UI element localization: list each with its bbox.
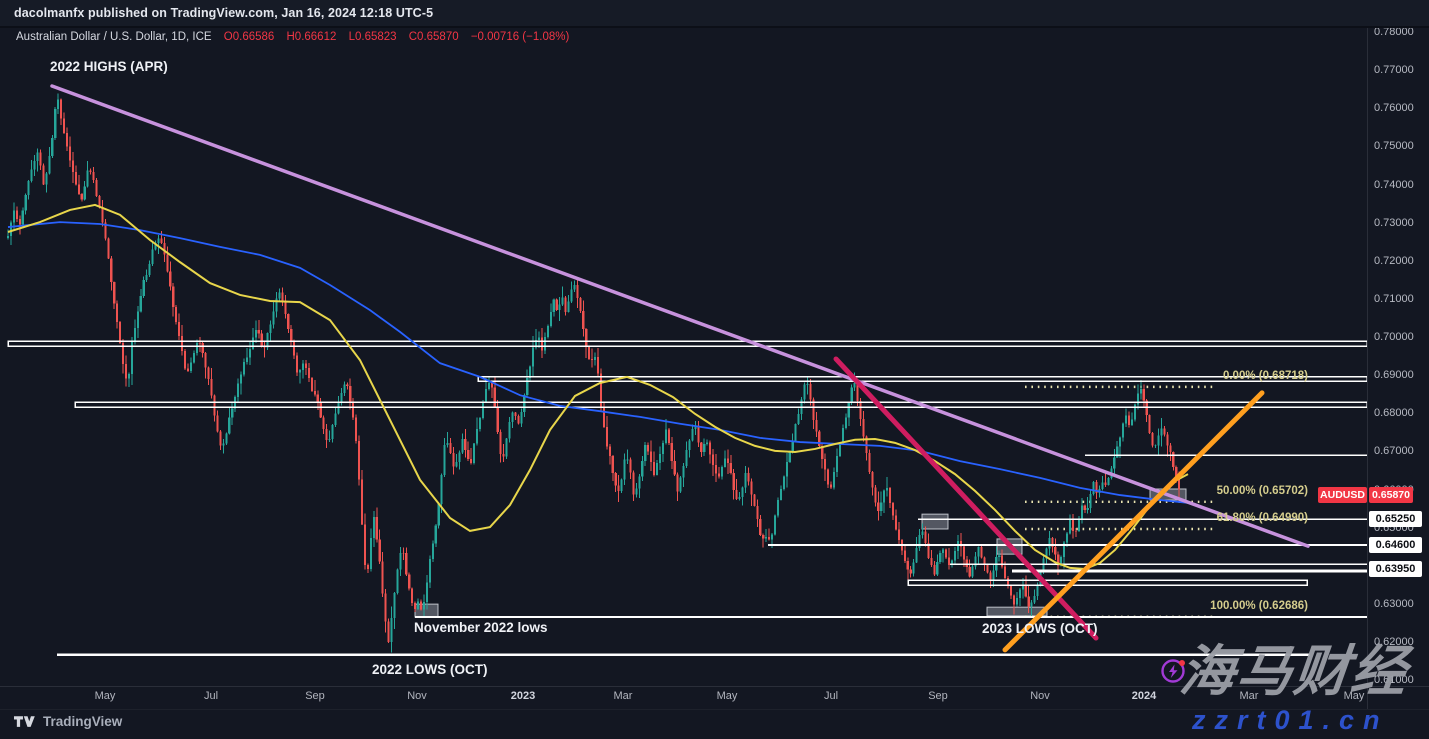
study-boxes [414, 488, 1187, 618]
legend-change: −0.00716 (−1.08%) [470, 31, 570, 43]
legend-open: O0.66586 [223, 31, 275, 43]
symbol-legend[interactable]: Australian Dollar / U.S. Dollar, 1D, ICE… [16, 31, 578, 43]
candles [6, 93, 1181, 653]
axis-separators [0, 28, 1429, 710]
tradingview-logo-label: TradingView [43, 714, 123, 729]
publish-header: dacolmanfx published on TradingView.com,… [0, 0, 1429, 28]
watermark-chinese: 海马财经 [1176, 641, 1412, 702]
tradingview-logo-icon [14, 715, 35, 727]
legend-close: C0.65870 [408, 31, 459, 43]
legend-low: L0.65823 [348, 31, 397, 43]
symbol-title: Australian Dollar / U.S. Dollar, 1D, ICE [16, 31, 212, 43]
legend-high: H0.66612 [286, 31, 337, 43]
trendline-downtrend-2023[interactable] [833, 356, 1099, 641]
lightning-bolt-icon [1161, 659, 1185, 683]
trendlines [50, 84, 1310, 653]
tradingview-logo-link[interactable]: TradingView [14, 714, 122, 729]
trendline-uptrend-from-2023-lows[interactable] [1002, 390, 1265, 653]
moving-averages [7, 203, 1191, 571]
trendline-downtrend-from-2022-highs[interactable] [50, 84, 1310, 548]
watermark-site-url: zzrt01.cn [1192, 705, 1389, 735]
publish-header-text: dacolmanfx published on TradingView.com,… [14, 6, 434, 20]
